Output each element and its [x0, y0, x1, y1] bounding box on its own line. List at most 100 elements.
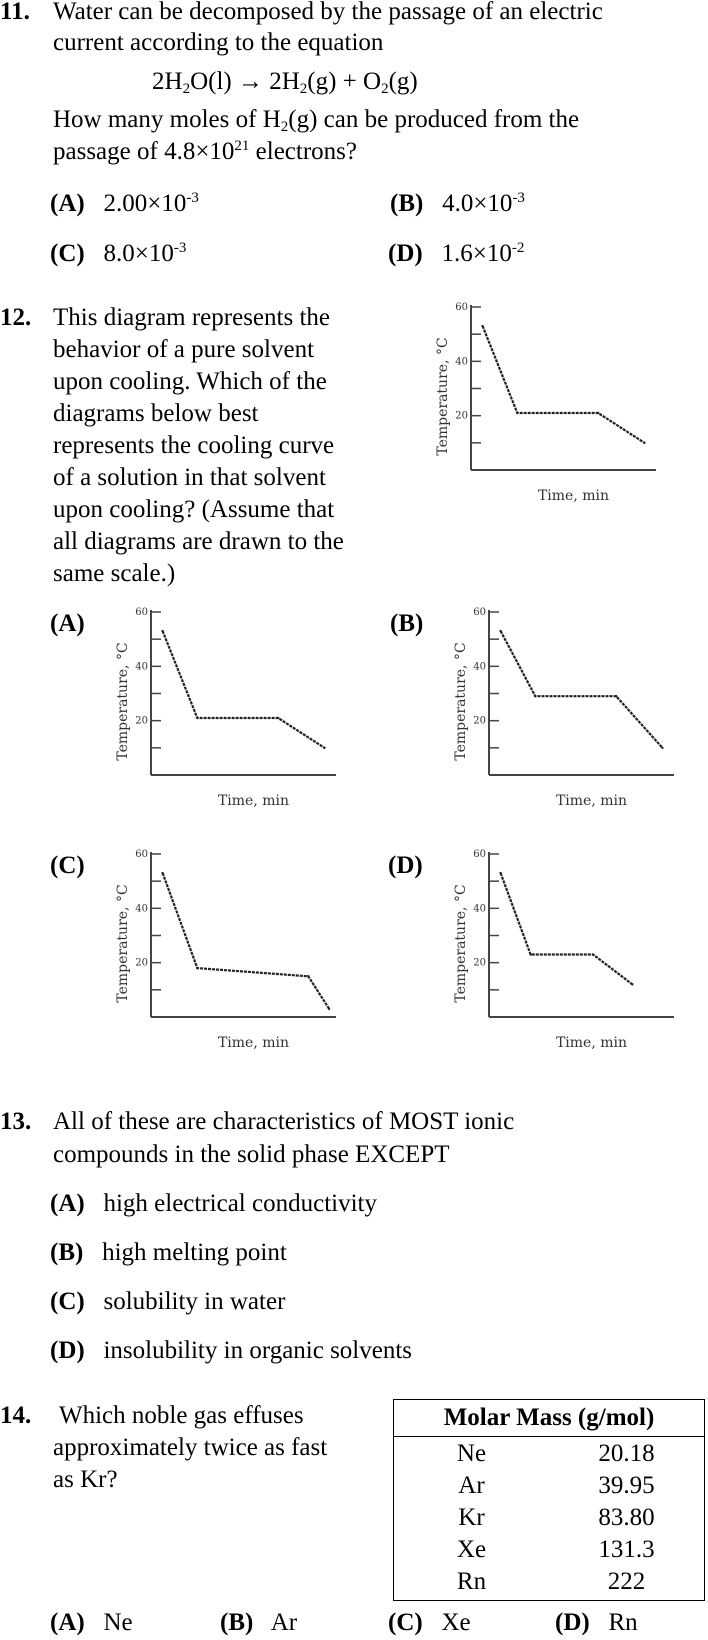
y-tick-label: 40	[455, 356, 468, 367]
question-text-line: compounds in the solid phase EXCEPT	[53, 1141, 450, 1168]
y-axis-label: Temperature, °C	[115, 642, 131, 760]
curve-vertex	[529, 953, 532, 956]
answer-option-a[interactable]: (A) 2.00×10-3	[50, 190, 199, 217]
curve-vertex	[276, 716, 280, 720]
y-tick-label: 40	[473, 903, 486, 914]
molar-mass-table: Molar Mass (g/mol) Ne 20.18 Ar 39.95 Kr …	[393, 1399, 705, 1601]
table-row: Ar 39.95	[394, 1470, 704, 1502]
y-tick-label: 60	[135, 849, 148, 860]
table-cell-mass: 20.18	[598, 1440, 655, 1467]
curve-vertex	[499, 629, 502, 633]
answer-option-a-label[interactable]: (A)	[50, 610, 85, 637]
answer-option-b[interactable]: (B) high melting point	[50, 1239, 287, 1266]
answer-option-d[interactable]: (D) insolubility in organic solvents	[50, 1337, 413, 1364]
cooling-curve-option-a[interactable]: 20 40 60 Time, min Temperature, °C	[105, 605, 345, 820]
curve-vertex	[196, 716, 199, 720]
question-number: 14.	[0, 1402, 32, 1429]
question-text-line: upon cooling. Which of the	[53, 368, 327, 395]
curve-vertex	[643, 441, 646, 445]
question-text-line: same scale.)	[53, 560, 176, 587]
table-row: Rn 222	[394, 1566, 704, 1598]
answer-option-d[interactable]: (D) 1.6×10-2	[388, 240, 525, 267]
question-text-line: upon cooling? (Assume that	[53, 496, 335, 523]
y-tick-label: 20	[135, 958, 148, 969]
cooling-curve-svg: 20 40 60 Time, min Temperature, °C	[115, 849, 336, 1051]
cooling-curve-option-b[interactable]: 20 40 60 Time, min Temperature, °C	[443, 605, 683, 820]
curve-vertex	[323, 746, 326, 750]
question-text-line: This diagram represents the	[53, 304, 330, 331]
question-number: 12.	[0, 304, 32, 331]
curve-vertex	[661, 746, 664, 750]
curve-vertex	[516, 411, 519, 415]
y-tick-label: 40	[135, 903, 148, 914]
y-tick-label: 20	[473, 716, 486, 727]
chemical-equation: 2H2O(l) → 2H2(g) + O2(g)	[152, 68, 418, 97]
answer-option-c[interactable]: (C) Xe	[388, 1609, 471, 1636]
y-tick-label: 60	[455, 302, 468, 313]
question-text-line: How many moles of H2(g) can be produced …	[53, 106, 580, 135]
y-axis-label: Temperature, °C	[453, 884, 469, 1002]
cooling-curve-line	[161, 872, 331, 1010]
curve-vertex	[481, 324, 484, 328]
x-axis-label: Time, min	[218, 793, 289, 809]
table-cell-mass: 222	[607, 1568, 646, 1595]
curve-vertex	[161, 629, 164, 633]
y-tick-label: 40	[473, 661, 486, 672]
curve-vertex	[534, 695, 537, 698]
curve-vertex	[196, 966, 199, 970]
curve-vertex	[614, 695, 618, 698]
table-cell-mass: 39.95	[598, 1472, 655, 1499]
question-number: 11.	[0, 0, 30, 25]
cooling-curve-svg: 20 40 60 Time, min Temperature, °C	[453, 607, 674, 809]
cooling-curve-svg: 20 40 60 Time, min Temperature, °C	[453, 849, 674, 1051]
x-axis-label: Time, min	[538, 488, 609, 504]
cooling-curve-option-c[interactable]: 20 40 60 Time, min Temperature, °C	[105, 847, 345, 1062]
cooling-curve-option-d[interactable]: 20 40 60 Time, min Temperature, °C	[443, 847, 683, 1062]
y-tick-label: 40	[135, 661, 148, 672]
y-axis-label: Temperature, °C	[435, 337, 451, 455]
question-number: 13.	[0, 1108, 32, 1135]
answer-option-a[interactable]: (A) high electrical conductivity	[50, 1190, 377, 1217]
table-row: Ne 20.18	[394, 1438, 704, 1470]
y-tick-label: 60	[135, 607, 148, 618]
cooling-curve-line	[161, 630, 325, 749]
table-cell-element: Ne	[456, 1440, 487, 1467]
question-text: This diagram represents the behavior of …	[53, 302, 344, 590]
x-axis-label: Time, min	[218, 1035, 289, 1051]
table-cell-mass: 83.80	[598, 1504, 655, 1531]
answer-option-c-label[interactable]: (C)	[50, 852, 85, 879]
answer-option-b[interactable]: (B) 4.0×10-3	[390, 190, 525, 217]
y-tick-label: 60	[473, 849, 486, 860]
y-tick-label: 20	[455, 411, 468, 422]
answer-option-d[interactable]: (D) Rn	[555, 1609, 638, 1636]
y-axis-label: Temperature, °C	[453, 642, 469, 760]
curve-vertex	[161, 871, 164, 875]
table-row: Kr 83.80	[394, 1502, 704, 1534]
answer-option-d-label[interactable]: (D)	[388, 852, 423, 879]
table-cell-element: Rn	[456, 1568, 487, 1595]
answer-option-c[interactable]: (C) 8.0×10-3	[50, 240, 187, 267]
answer-option-c[interactable]: (C) solubility in water	[50, 1288, 286, 1315]
table-row: Xe 131.3	[394, 1534, 704, 1566]
curve-vertex	[327, 1007, 331, 1011]
question-text-line: Which noble gas effuses	[59, 1402, 304, 1429]
question-text-line: diagrams below best	[53, 400, 259, 427]
question-text-line: Water can be decomposed by the passage o…	[53, 0, 603, 25]
cooling-curve-pure-solvent: 20 40 60 Time, min Temperature, °C	[425, 300, 665, 515]
answer-option-b[interactable]: (B) Ar	[220, 1609, 298, 1636]
curve-vertex	[596, 411, 600, 415]
question-text: Which noble gas effuses approximately tw…	[53, 1400, 327, 1496]
table-cell-element: Xe	[456, 1536, 487, 1563]
x-axis-label: Time, min	[556, 793, 627, 809]
curve-vertex	[307, 975, 310, 978]
question-text-line: all diagrams are drawn to the	[53, 528, 344, 555]
curve-vertex	[631, 983, 634, 986]
curve-vertex	[591, 953, 595, 956]
reaction-arrow: →	[237, 68, 263, 95]
y-axis-label: Temperature, °C	[115, 884, 131, 1002]
answer-option-b-label[interactable]: (B)	[390, 610, 424, 637]
table-cell-mass: 131.3	[598, 1536, 655, 1563]
answer-option-a[interactable]: (A) Ne	[50, 1609, 133, 1636]
question-text-line: All of these are characteristics of MOST…	[53, 1108, 515, 1135]
cooling-curve-line	[499, 630, 664, 749]
